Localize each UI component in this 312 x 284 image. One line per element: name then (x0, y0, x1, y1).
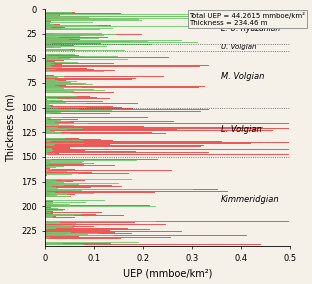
Text: L.-U. Ryazanian: L.-U. Ryazanian (221, 24, 280, 33)
X-axis label: UEP (mmboe/km²): UEP (mmboe/km²) (123, 268, 212, 278)
Text: U. Volgian: U. Volgian (221, 45, 257, 51)
Text: Total UEP = 44.2615 mmboe/km²
Thickness = 234.46 m: Total UEP = 44.2615 mmboe/km² Thickness … (189, 12, 305, 26)
Text: M. Volgian: M. Volgian (221, 72, 265, 81)
Y-axis label: Thickness (m): Thickness (m) (6, 93, 16, 162)
Text: Kimmeridgian: Kimmeridgian (221, 195, 280, 204)
Text: L. Volgian: L. Volgian (221, 125, 262, 134)
